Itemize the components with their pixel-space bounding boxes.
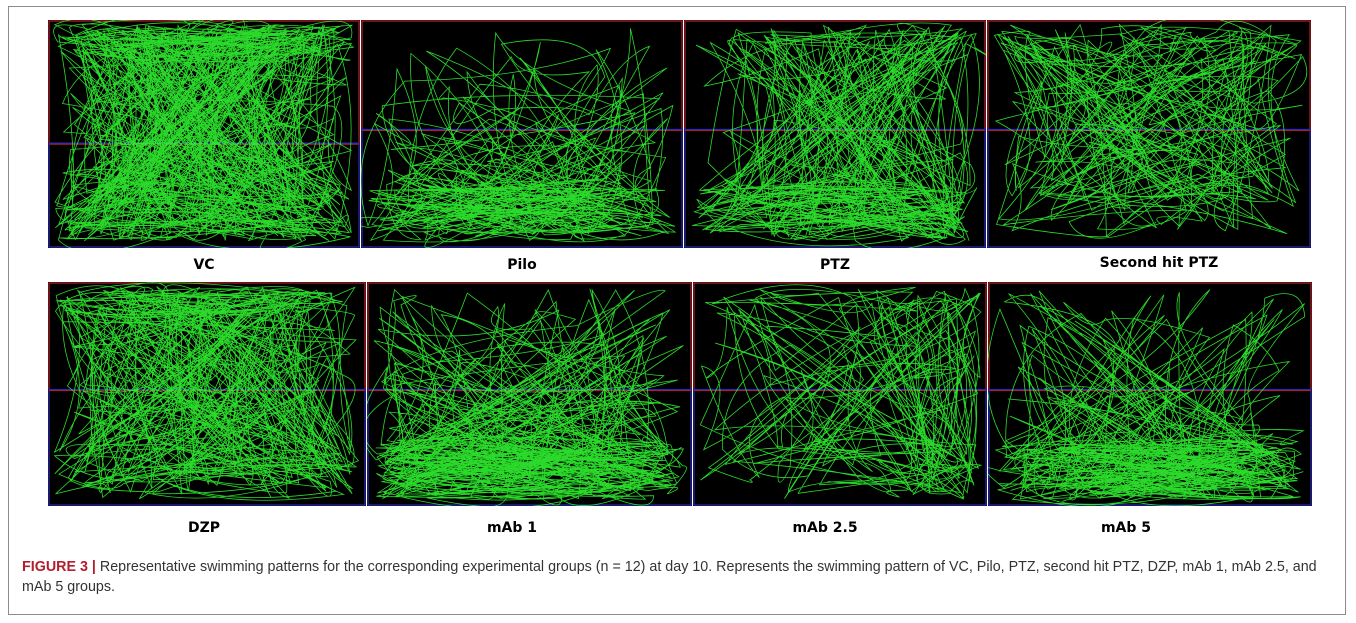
- panel-dzp: [48, 282, 366, 506]
- swim-track-path: [53, 282, 360, 501]
- panel-label-second-hit-ptz: Second hit PTZ: [1099, 255, 1219, 271]
- swim-track-path: [692, 22, 986, 248]
- panel-mab-1: [367, 282, 692, 506]
- swim-track-path: [988, 289, 1306, 506]
- swim-track-path: [53, 20, 355, 248]
- panel-label-mab-2-5: mAb 2.5: [792, 520, 858, 536]
- figure-frame: [8, 6, 1346, 615]
- swim-track-path: [361, 28, 677, 248]
- panel-label-mab-5: mAb 5: [1100, 520, 1152, 536]
- figure-caption: FIGURE 3 | Representative swimming patte…: [22, 557, 1332, 597]
- track-plot-mab-1: [367, 282, 692, 506]
- figure-caption-label: FIGURE 3 |: [22, 559, 96, 575]
- swim-track-path: [993, 20, 1308, 239]
- panel-pilo: [361, 20, 683, 248]
- panel-label-mab-1: mAb 1: [486, 520, 538, 536]
- panel-label-dzp: DZP: [187, 520, 221, 536]
- swim-track-path: [367, 288, 687, 506]
- panel-second-hit-ptz: [987, 20, 1311, 248]
- panel-label-vc: VC: [193, 257, 215, 273]
- track-plot-pilo: [361, 20, 683, 248]
- panel-ptz: [684, 20, 986, 248]
- track-plot-vc: [48, 20, 360, 248]
- swim-track-path: [699, 284, 983, 500]
- panel-vc: [48, 20, 360, 248]
- track-plot-second-hit-ptz: [987, 20, 1311, 248]
- track-plot-mab-2-5: [693, 282, 987, 506]
- panel-label-ptz: PTZ: [820, 257, 850, 273]
- figure-caption-text: Representative swimming patterns for the…: [22, 559, 1317, 595]
- track-plot-mab-5: [988, 282, 1312, 506]
- panel-label-pilo: Pilo: [507, 257, 537, 273]
- track-plot-dzp: [48, 282, 366, 506]
- panel-mab-2-5: [693, 282, 987, 506]
- panel-mab-5: [988, 282, 1312, 506]
- track-plot-ptz: [684, 20, 986, 248]
